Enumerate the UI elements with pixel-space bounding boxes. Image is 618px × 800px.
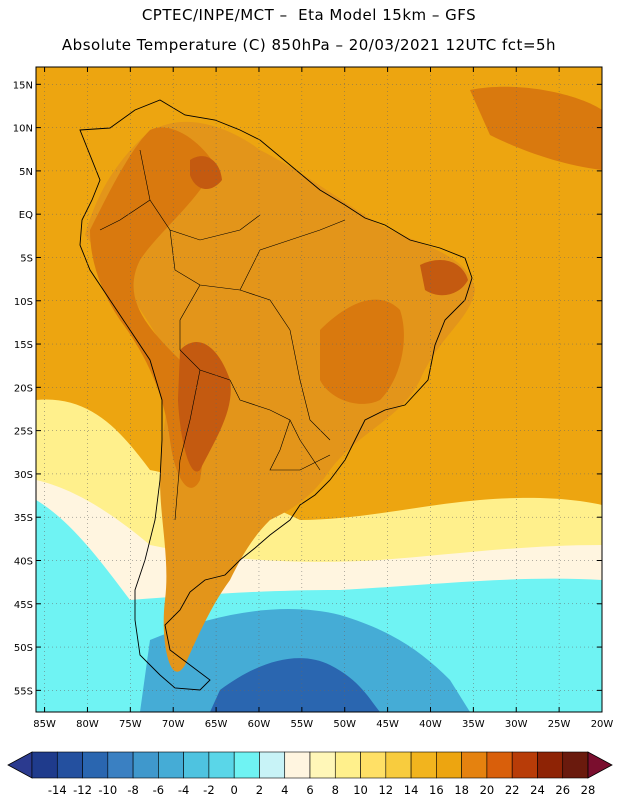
lon-label: 35W [462, 719, 485, 730]
lat-label: 35S [14, 513, 33, 524]
longitude-axis: 85W 80W 75W 70W 65W 60W 55W 50W 45W 40W 35W 30W 25W 2… [33, 67, 613, 730]
colorbar-label: -2 [203, 783, 214, 797]
lat-label: 25S [14, 427, 33, 438]
lon-label: 75W [119, 719, 142, 730]
colorbar-swatch [82, 751, 109, 779]
colorbar-swatch [208, 751, 235, 779]
colorbar-swatch [233, 751, 260, 779]
colorbar-swatch [158, 751, 184, 779]
colorbar-label: -12 [73, 783, 92, 797]
colorbar-swatch [385, 751, 412, 779]
colorbar-swatch [410, 751, 437, 779]
colorbar-over-arrow [587, 751, 613, 779]
lon-label: 55W [291, 719, 314, 730]
colorbar-label: 2 [256, 783, 263, 797]
colorbar-label: -10 [98, 783, 117, 797]
chart-subtitle: Absolute Temperature (C) 850hPa – 20/03/… [61, 36, 557, 54]
colorbar-swatch [107, 751, 134, 779]
lon-label: 40W [419, 719, 442, 730]
lat-label: 45S [14, 600, 33, 611]
colorbar-swatch [56, 751, 83, 779]
lon-label: 65W [205, 719, 228, 730]
lon-label: 30W [505, 719, 528, 730]
colorbar-swatch [31, 751, 58, 779]
colorbar-label: 26 [555, 783, 570, 797]
colorbar-label: 20 [480, 783, 495, 797]
very-hot-region-northeast [420, 260, 468, 296]
lon-label: 80W [76, 719, 99, 730]
colorbar-swatch [132, 751, 159, 779]
colorbar-swatch [309, 751, 336, 779]
lat-label: 40S [14, 556, 33, 567]
colorbar-label: -4 [178, 783, 189, 797]
colorbar-swatch [436, 751, 462, 779]
lat-label: 50S [14, 643, 33, 654]
colorbar-swatch [511, 751, 538, 779]
colorbar-swatch [486, 751, 513, 779]
lat-label: 10N [13, 124, 33, 135]
colorbar-label: 28 [581, 783, 596, 797]
colorbar-swatch [334, 751, 361, 779]
colorbar-label: 14 [404, 783, 419, 797]
hot-region-brazil [320, 299, 404, 404]
colorbar-swatch [259, 751, 286, 779]
map-frame [35, 66, 603, 713]
lon-label: 25W [548, 719, 571, 730]
colorbar-label: 6 [306, 783, 313, 797]
lat-label: 15N [13, 80, 33, 91]
colorbar-swatch [562, 751, 589, 779]
lon-label: 60W [248, 719, 271, 730]
colorbar-label: -6 [153, 783, 164, 797]
lat-label: 55S [14, 686, 33, 697]
lon-label: 45W [376, 719, 399, 730]
coastline [79, 99, 473, 691]
colorbar-swatch [461, 751, 488, 779]
country-borders [99, 149, 346, 521]
colorbar-label: 0 [231, 783, 238, 797]
colorbar: -14 -12 -10 -8 -6 -4 -2 0 2 4 6 8 10 12 14 16 18 20 22 24 26… [7, 751, 613, 797]
latitude-axis: 15N 10N 5N EQ 5S 10S 15S 20S 25S 30S 35S 40S 45S 50S 5… [13, 80, 602, 697]
lat-label: 15S [14, 340, 33, 351]
colorbar-swatch [183, 751, 210, 779]
very-hot-region-chaco [178, 341, 231, 472]
colorbar-label: 4 [281, 783, 288, 797]
colorbar-label: 10 [353, 783, 368, 797]
colorbar-label: 16 [429, 783, 444, 797]
colorbar-label: 12 [378, 783, 393, 797]
lat-label: EQ [19, 210, 33, 221]
colorbar-label: 22 [505, 783, 520, 797]
colorbar-swatch [284, 751, 311, 779]
lat-label: 30S [14, 470, 33, 481]
hot-region-atlantic [470, 86, 602, 170]
band-minus10-minus8 [210, 658, 380, 712]
colorbar-label: 24 [530, 783, 545, 797]
lon-label: 70W [162, 719, 185, 730]
colorbar-label: 18 [454, 783, 469, 797]
colorbar-swatch [537, 751, 564, 779]
lat-label: 5S [20, 253, 33, 264]
colorbar-label: 8 [332, 783, 339, 797]
lon-label: 20W [591, 719, 614, 730]
temperature-field [36, 67, 602, 712]
lon-label: 85W [33, 719, 56, 730]
continent-warm-region [85, 121, 475, 672]
lon-label: 50W [333, 719, 356, 730]
very-hot-region-venezuela [190, 156, 222, 190]
lat-label: 10S [14, 297, 33, 308]
colorbar-label: -14 [48, 783, 67, 797]
colorbar-swatch [360, 751, 387, 779]
lat-label: 5N [19, 167, 33, 178]
lat-label: 20S [14, 383, 33, 394]
colorbar-under-arrow [7, 751, 33, 779]
chart-title: CPTEC/INPE/MCT – Eta Model 15km – GFS [141, 6, 477, 24]
colorbar-label: -8 [127, 783, 138, 797]
